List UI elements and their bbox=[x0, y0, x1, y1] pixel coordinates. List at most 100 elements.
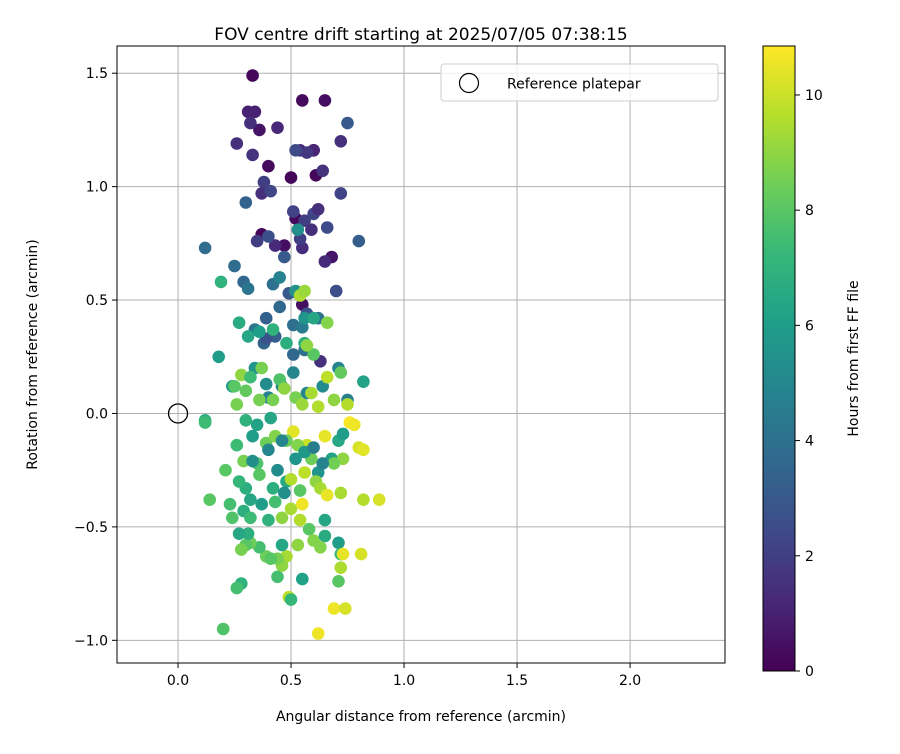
colorbar-tick-label: 0 bbox=[805, 664, 814, 680]
data-point bbox=[241, 527, 255, 540]
data-point bbox=[248, 105, 262, 119]
y-tick-label: 1.0 bbox=[86, 180, 108, 196]
data-point bbox=[262, 443, 275, 457]
data-point bbox=[226, 511, 239, 525]
x-tick-label: 2.0 bbox=[619, 673, 641, 689]
data-point bbox=[280, 336, 293, 350]
data-point bbox=[357, 443, 370, 457]
data-point bbox=[198, 241, 212, 255]
data-point bbox=[228, 259, 241, 273]
data-point bbox=[230, 137, 244, 150]
colorbar-tick-label: 10 bbox=[805, 88, 823, 104]
data-point bbox=[289, 144, 302, 157]
data-point bbox=[291, 538, 305, 552]
grid-lines bbox=[117, 46, 725, 663]
data-point bbox=[278, 250, 291, 264]
legend-marker-reference bbox=[458, 72, 480, 94]
data-point bbox=[305, 386, 318, 400]
x-tick-label: 1.0 bbox=[393, 673, 415, 689]
data-point bbox=[284, 593, 298, 606]
data-points bbox=[198, 69, 386, 640]
data-point bbox=[327, 393, 341, 407]
data-point bbox=[296, 398, 309, 411]
data-point bbox=[307, 348, 320, 361]
data-point bbox=[305, 223, 318, 236]
data-point bbox=[318, 255, 332, 268]
data-point bbox=[284, 502, 298, 516]
data-point bbox=[311, 203, 325, 216]
data-point bbox=[327, 457, 341, 470]
data-point bbox=[291, 223, 305, 236]
colorbar: 0 2 4 6 8 10 Hours from first FF file bbox=[762, 45, 862, 680]
data-point bbox=[320, 221, 334, 234]
data-point bbox=[307, 441, 320, 454]
data-point bbox=[212, 350, 225, 364]
data-point bbox=[339, 602, 352, 615]
data-point bbox=[278, 239, 291, 252]
x-tick-label: 1.5 bbox=[506, 673, 528, 689]
y-axis-ticks: −1.0 −0.5 0.0 0.5 1.0 1.5 bbox=[74, 66, 117, 649]
colorbar-tick-label: 6 bbox=[805, 318, 814, 334]
x-tick-label: 0.0 bbox=[167, 673, 189, 689]
plot-frame bbox=[116, 45, 726, 664]
data-point bbox=[262, 230, 275, 243]
colorbar-tick-label: 4 bbox=[805, 434, 814, 450]
data-point bbox=[293, 484, 307, 497]
data-point bbox=[296, 94, 309, 107]
data-point bbox=[257, 175, 271, 189]
data-point bbox=[354, 547, 368, 561]
data-point bbox=[336, 427, 350, 441]
data-point bbox=[255, 361, 268, 375]
data-point bbox=[298, 214, 311, 227]
data-point bbox=[341, 116, 354, 130]
data-point bbox=[352, 234, 366, 248]
data-point bbox=[232, 475, 246, 488]
data-point bbox=[237, 454, 250, 468]
data-point bbox=[341, 398, 354, 411]
data-point bbox=[318, 429, 332, 443]
x-axis-label: Angular distance from reference (arcmin) bbox=[276, 709, 566, 725]
data-point bbox=[278, 486, 291, 500]
data-point bbox=[253, 393, 266, 407]
data-point bbox=[253, 123, 266, 137]
data-point bbox=[250, 418, 264, 432]
data-point bbox=[273, 300, 287, 314]
data-point bbox=[244, 370, 257, 384]
data-point bbox=[318, 529, 332, 543]
data-point bbox=[239, 196, 253, 209]
data-point bbox=[230, 438, 244, 452]
x-tick-label: 0.5 bbox=[280, 673, 302, 689]
data-point bbox=[216, 622, 230, 636]
data-point bbox=[329, 284, 343, 298]
data-point bbox=[244, 116, 257, 130]
data-point bbox=[311, 400, 325, 414]
data-point bbox=[316, 457, 330, 470]
data-point bbox=[298, 311, 311, 325]
data-point bbox=[214, 275, 228, 289]
data-point bbox=[334, 561, 348, 574]
data-point bbox=[275, 538, 289, 552]
data-point bbox=[253, 325, 266, 339]
data-point bbox=[275, 434, 289, 448]
data-point bbox=[246, 429, 259, 443]
data-point bbox=[289, 452, 302, 466]
data-point bbox=[223, 497, 237, 511]
colorbar-gradient bbox=[762, 45, 796, 672]
data-point bbox=[250, 234, 264, 248]
data-point bbox=[266, 482, 280, 495]
legend-box bbox=[440, 63, 719, 102]
colorbar-ticks: 0 2 4 6 8 10 bbox=[795, 88, 823, 680]
data-point bbox=[271, 570, 284, 584]
y-tick-label: 0.0 bbox=[86, 406, 108, 422]
y-tick-label: −1.0 bbox=[74, 633, 108, 649]
data-point bbox=[275, 511, 289, 525]
data-point bbox=[334, 486, 348, 500]
data-point bbox=[203, 493, 216, 507]
data-point bbox=[300, 339, 314, 352]
data-point bbox=[311, 627, 325, 640]
data-point bbox=[244, 493, 257, 507]
data-point bbox=[271, 463, 284, 477]
data-point bbox=[284, 171, 298, 184]
